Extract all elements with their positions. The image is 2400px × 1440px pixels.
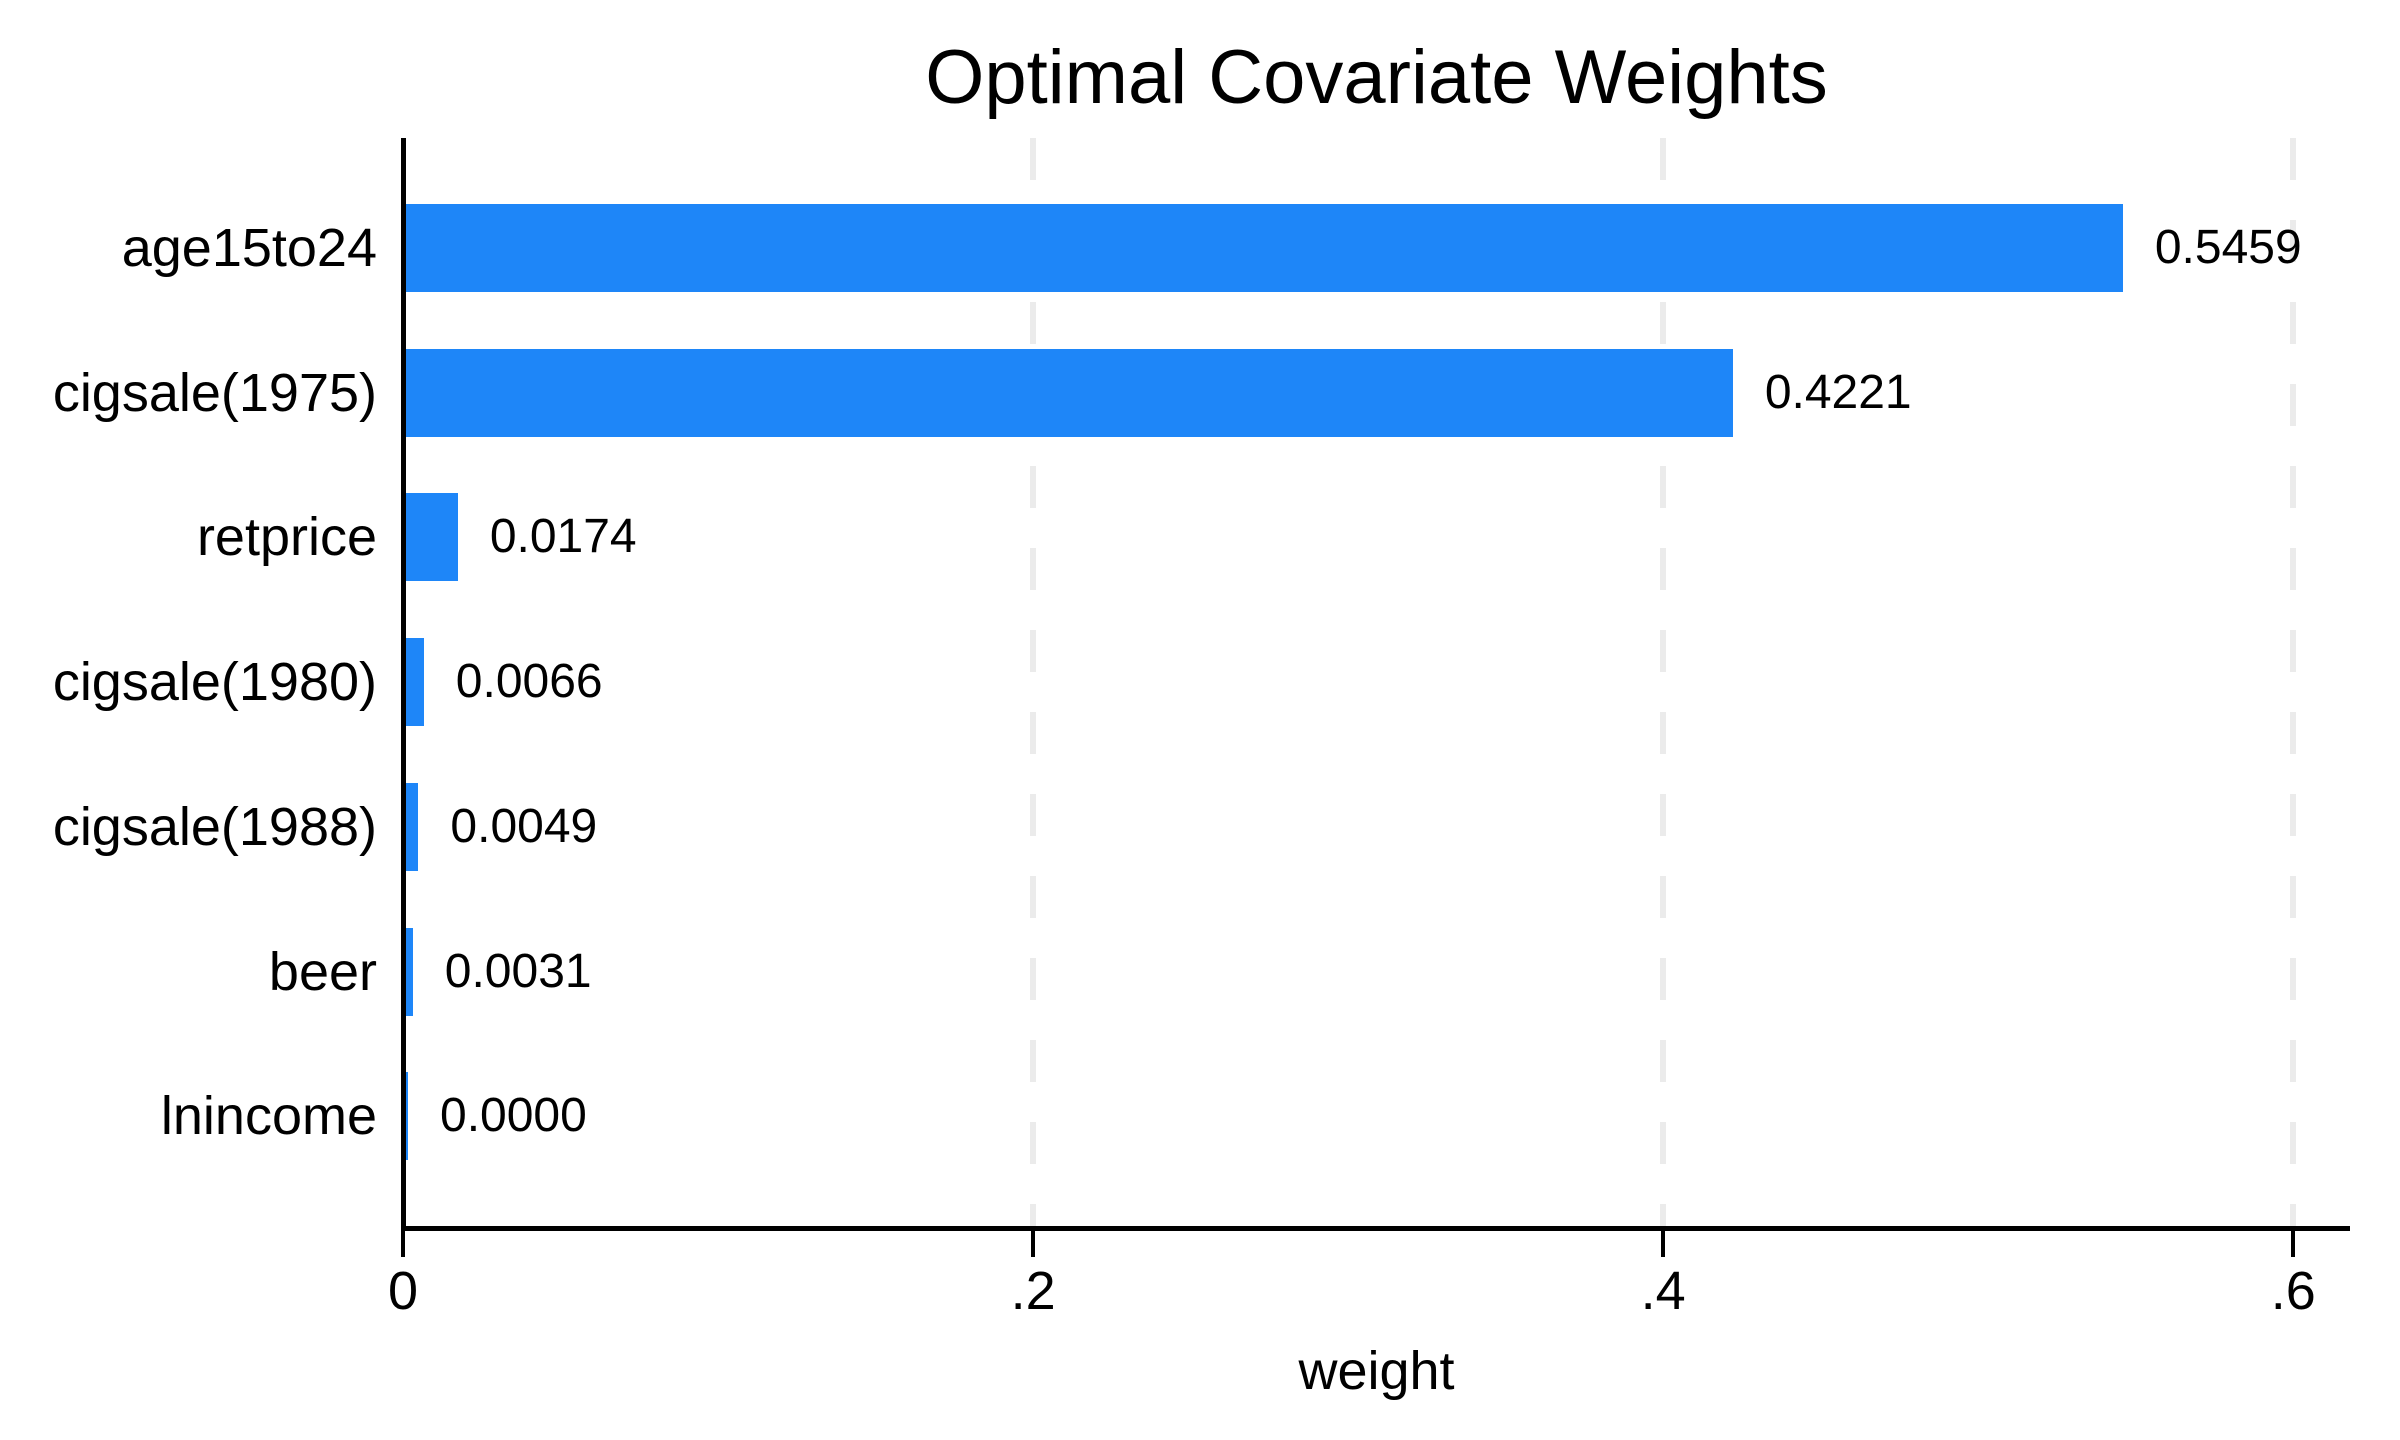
- category-label: cigsale(1975): [52, 362, 377, 423]
- x-tick-label: .6: [2270, 1261, 2316, 1321]
- bar: [403, 638, 424, 727]
- category-label: lnincome: [160, 1086, 377, 1147]
- category-label: cigsale(1988): [52, 796, 377, 857]
- bar-value-label: 0.0000: [440, 1089, 587, 1143]
- x-axis-title: weight: [1298, 1341, 1455, 1401]
- x-tick: [401, 1231, 405, 1257]
- x-tick-label: .4: [1640, 1261, 1686, 1321]
- bar: [403, 204, 2123, 292]
- bar-value-label: 0.4221: [1764, 365, 1912, 419]
- category-label: retprice: [196, 507, 377, 568]
- category-label: beer: [268, 941, 377, 1002]
- gridline: [2290, 138, 2297, 1228]
- bar-value-label: 0.0049: [450, 799, 598, 853]
- plot-area: 0.5459 0.4221 0.0174 0.0066 0.0049 0.0031 0.00…: [403, 138, 2350, 1228]
- x-tick: [2291, 1231, 2296, 1257]
- x-tick: [1031, 1231, 1036, 1257]
- chart-title: Optimal Covariate Weights: [925, 35, 1828, 120]
- x-axis-line: [401, 1226, 2350, 1231]
- bar-value-label: 0.5459: [2154, 221, 2302, 274]
- category-label: cigsale(1980): [52, 652, 377, 713]
- bar: [403, 348, 1733, 437]
- gridline: [1030, 138, 1037, 1228]
- bar-value-label: 0.0031: [444, 944, 592, 998]
- bar-value-label: 0.0174: [489, 510, 637, 564]
- bar-value-label: 0.0066: [455, 655, 603, 709]
- x-tick-label: .2: [1010, 1261, 1056, 1321]
- category-label: age15to24: [121, 218, 377, 278]
- x-tick: [1661, 1231, 1666, 1257]
- y-axis-line: [401, 138, 406, 1230]
- x-tick-label: 0: [387, 1261, 419, 1321]
- bar: [403, 493, 458, 582]
- bar: [403, 782, 419, 871]
- bar: [403, 927, 413, 1016]
- gridline: [1660, 138, 1667, 1228]
